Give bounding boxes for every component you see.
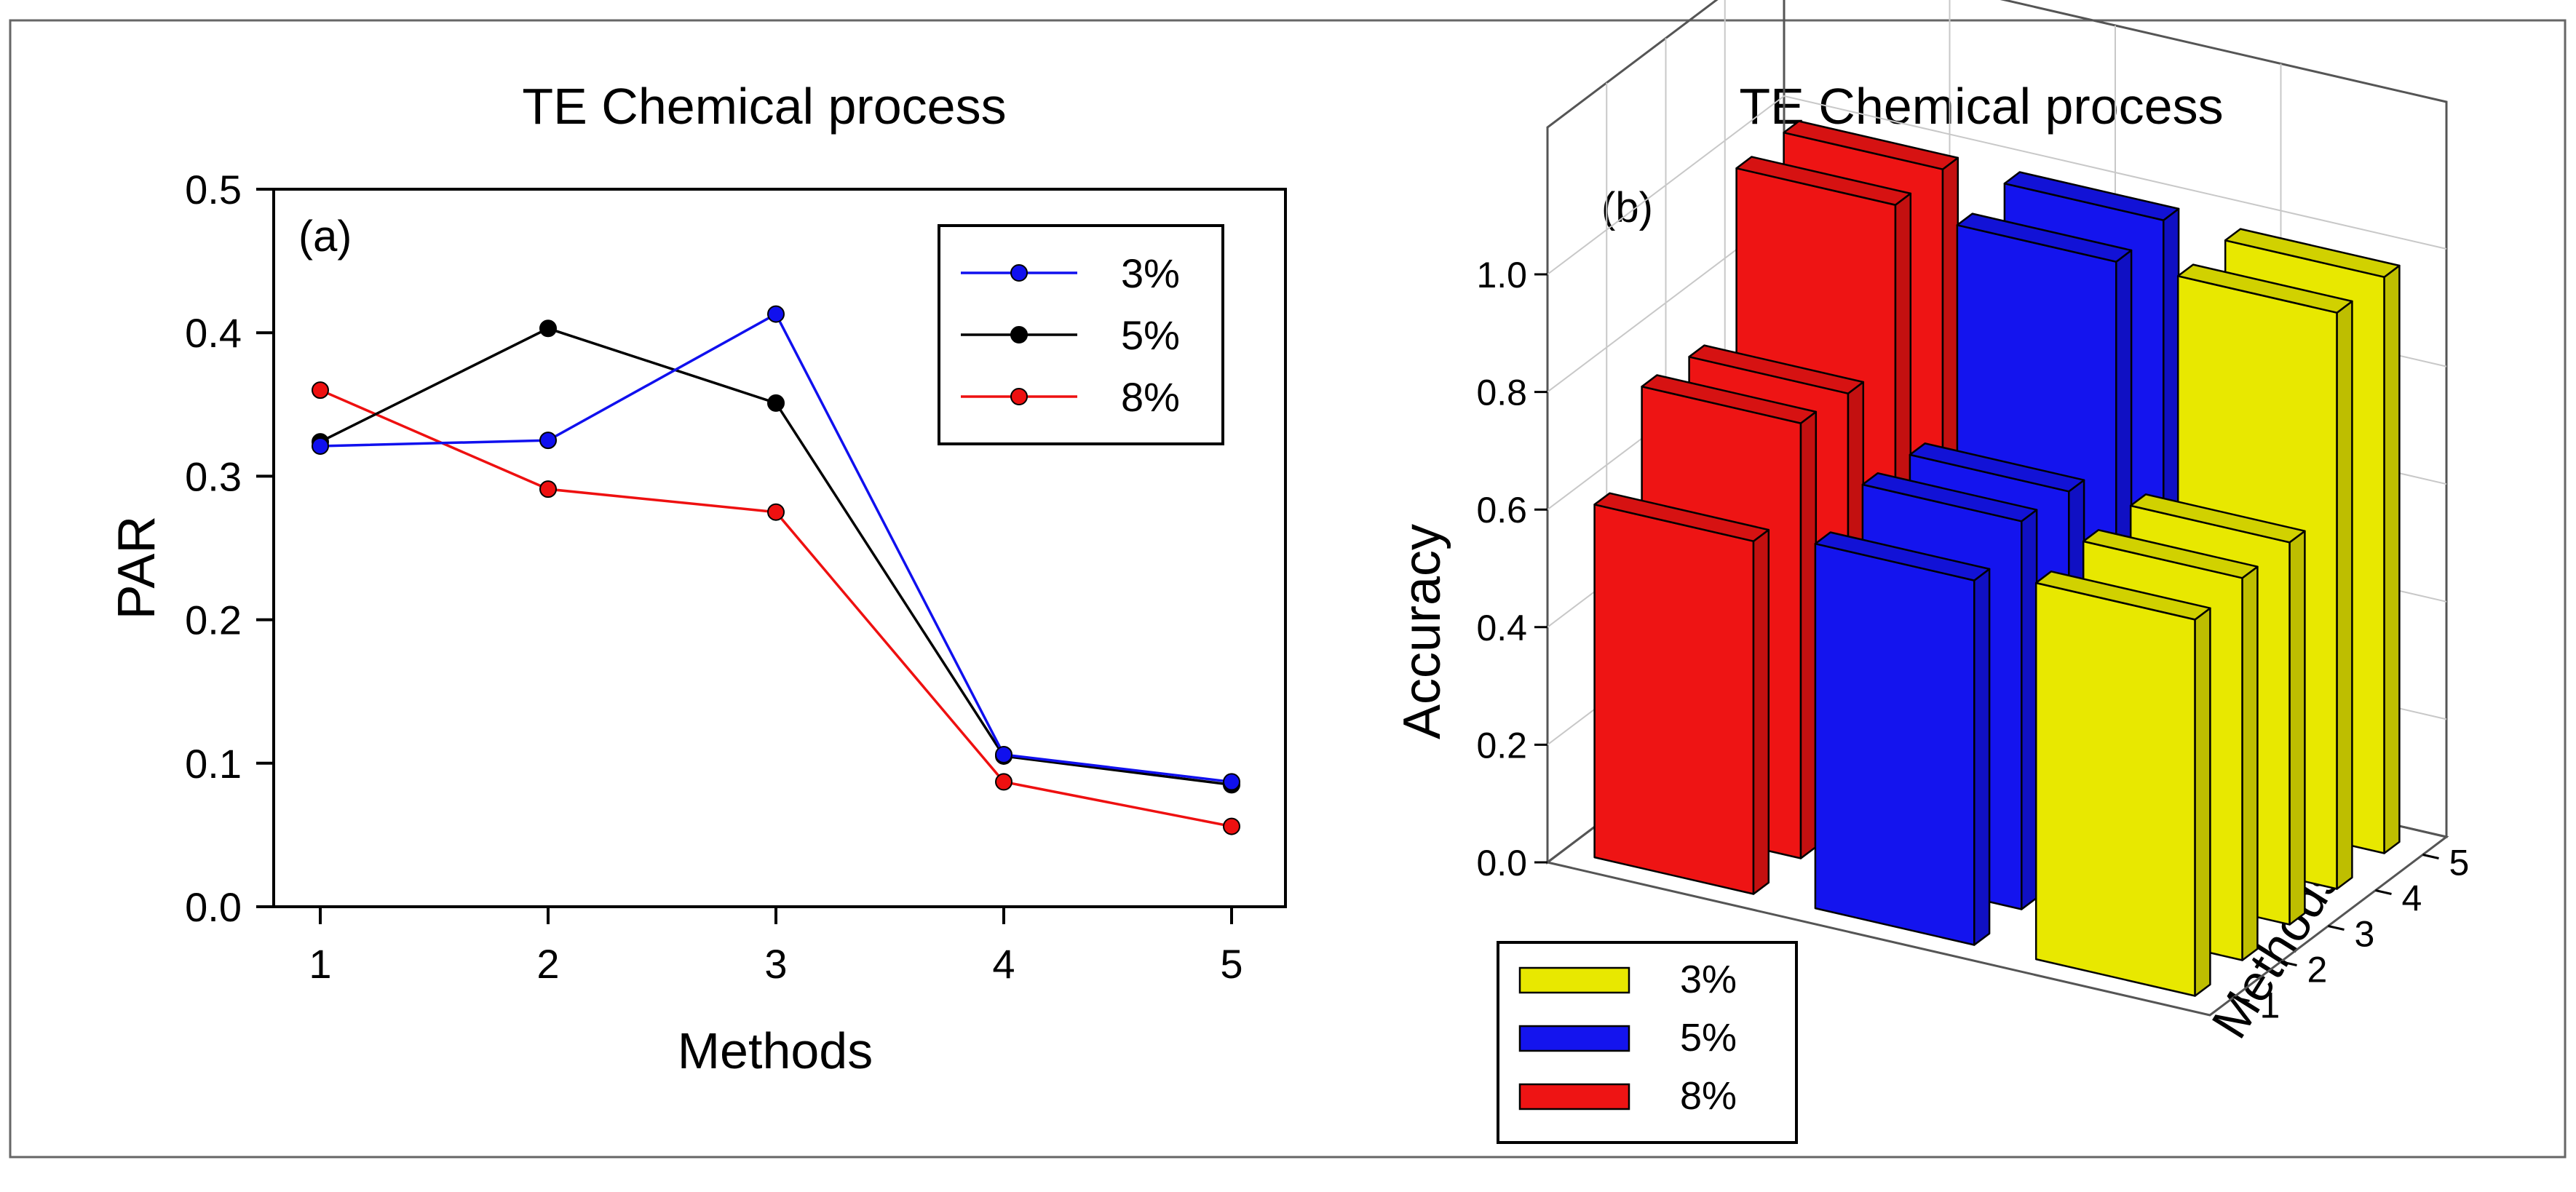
chart-a-panel-label: (a) (298, 212, 352, 261)
bar-top-face (2224, 228, 2401, 278)
bar-top-face (1783, 120, 1959, 170)
data-point (767, 394, 785, 412)
data-point (995, 773, 1012, 791)
bar-side-face (2288, 530, 2306, 926)
y-tick-label: 0.5 (185, 167, 242, 212)
z-tick-label: 1.0 (1476, 255, 1527, 295)
method-tick-mark (2375, 889, 2392, 895)
bar-top-face (1956, 212, 2133, 263)
chart-b-legend: 3% 5% 8% (1497, 941, 1798, 1144)
bar-side-face (2336, 300, 2353, 890)
chart-a-x-axis-label: Methods (678, 1022, 873, 1079)
bar-side-face (2021, 509, 2038, 910)
legend-label: 3% (1121, 250, 1180, 296)
data-point (539, 319, 557, 338)
bar-top-face (1593, 492, 1770, 542)
bar-side-face (2241, 565, 2259, 961)
legend-marker (1010, 388, 1028, 405)
grid-line (1547, 95, 2447, 275)
bar-front-face (1814, 542, 1975, 946)
bar-top-face (1861, 472, 2038, 523)
x-tick-label: 4 (992, 941, 1015, 987)
bar-top-face (2082, 529, 2259, 579)
x-tick-label: 1 (309, 941, 331, 987)
y-tick-label: 0.4 (185, 310, 242, 356)
legend-swatch (1518, 966, 1630, 994)
data-point (312, 437, 329, 455)
method-tick-label: 1 (2260, 985, 2280, 1026)
method-tick-label: 4 (2402, 878, 2422, 919)
data-point (767, 305, 785, 323)
legend-marker (1010, 326, 1028, 343)
method-tick-mark (2422, 854, 2439, 859)
data-point (312, 381, 329, 400)
legend-label: 5% (1121, 312, 1180, 358)
method-tick-mark (2328, 925, 2345, 931)
z-tick-label: 0.6 (1476, 490, 1527, 531)
bar-top-face (1641, 374, 1818, 424)
bar-top-face (2129, 493, 2306, 544)
bar-side-face (1799, 410, 1818, 859)
y-tick-label: 0.1 (185, 741, 242, 787)
data-point (995, 745, 1012, 763)
method-tick-mark (2280, 961, 2297, 966)
figure-frame (9, 19, 2567, 1159)
z-tick-label: 0.4 (1476, 608, 1527, 648)
z-tick-label: 0.2 (1476, 725, 1527, 766)
legend-marker (1010, 264, 1028, 282)
y-tick-label: 0.2 (185, 597, 242, 643)
method-tick-label: 2 (2307, 950, 2328, 990)
legend-label: 8% (1121, 374, 1180, 420)
method-tick-label: 5 (2449, 843, 2470, 883)
chart-a-y-axis-label: PAR (108, 516, 166, 620)
bar (1593, 492, 1770, 895)
chart-a-legend: 3% 5% 8% (938, 224, 1224, 445)
bar-side-face (1752, 528, 1770, 895)
y-tick-label: 0.0 (185, 884, 242, 930)
data-point (767, 503, 785, 521)
bar-front-face (1593, 504, 1755, 895)
bar (1814, 531, 1991, 946)
method-tick-label: 3 (2355, 914, 2375, 955)
bar-side-face (1973, 568, 1991, 946)
z-tick-label: 0.8 (1476, 373, 1527, 413)
chart-b-panel-label: (b) (1601, 184, 1653, 231)
data-point (1223, 817, 1240, 835)
legend-label: 5% (1680, 1016, 1737, 1060)
bar-top-face (2176, 263, 2353, 314)
bar-top-face (1814, 531, 1991, 581)
data-point (539, 432, 557, 450)
bar-side-face (2383, 264, 2401, 854)
bar (2034, 571, 2211, 997)
bar-top-face (2003, 171, 2180, 221)
data-point (1223, 773, 1240, 791)
bar-front-face (2034, 581, 2196, 997)
bar-side-face (2194, 607, 2211, 997)
bar-top-face (2034, 571, 2211, 621)
x-tick-label: 2 (536, 941, 559, 987)
bar-top-face (1688, 344, 1865, 394)
chart-b: TE Chemical process (b) Accuracy Methods… (1393, 0, 2470, 1144)
x-tick-label: 3 (764, 941, 787, 987)
data-point (539, 480, 557, 498)
chart-a-plot-area (272, 188, 1287, 908)
chart-a: TE Chemical process (a) PAR Methods 1 2 3 4… (108, 78, 1287, 1079)
legend-swatch (1518, 1025, 1630, 1052)
y-tick-label: 0.3 (185, 453, 242, 499)
chart-a-title: TE Chemical process (522, 78, 1006, 135)
legend-label: 8% (1680, 1074, 1737, 1118)
legend-label: 3% (1680, 958, 1737, 1001)
method-tick-mark (2233, 996, 2250, 1002)
bar-top-face (1735, 156, 1912, 206)
bar-top-face (1909, 442, 2085, 493)
chart-b-z-axis-label: Accuracy (1393, 524, 1451, 739)
z-tick-label: 0.0 (1476, 843, 1527, 883)
legend-swatch (1518, 1083, 1630, 1110)
x-tick-label: 5 (1220, 941, 1243, 987)
